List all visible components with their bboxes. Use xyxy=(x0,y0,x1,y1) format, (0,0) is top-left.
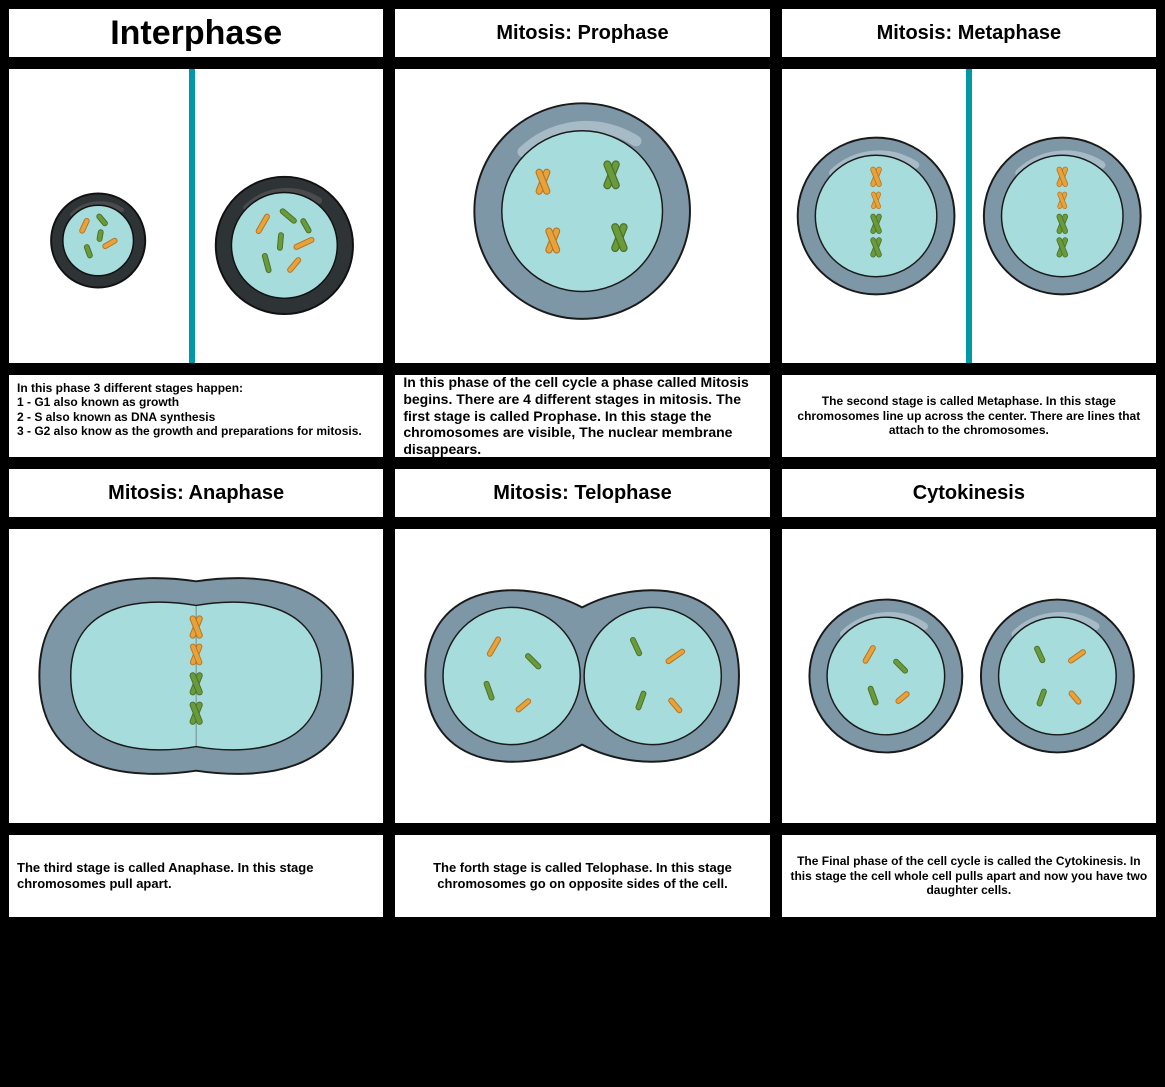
caption-line: In this phase 3 different stages happen: xyxy=(17,381,375,395)
panel-image xyxy=(392,526,772,826)
metaphase-diagram xyxy=(782,69,1156,363)
panel-caption: The second stage is called Metaphase. In… xyxy=(779,372,1159,460)
caption-line: The forth stage is called Telophase. In … xyxy=(403,860,761,891)
cytokinesis-diagram xyxy=(782,529,1156,823)
telophase-diagram xyxy=(395,529,769,823)
panel-title: Mitosis: Telophase xyxy=(392,466,772,520)
panel-title: Mitosis: Metaphase xyxy=(779,6,1159,60)
panel-image xyxy=(779,66,1159,366)
caption-line: 1 - G1 also known as growth xyxy=(17,395,375,409)
panel-prophase: Mitosis: Prophase In this phase of the c… xyxy=(392,6,772,460)
panel-metaphase: Mitosis: Metaphase The second stage is c… xyxy=(779,6,1159,460)
panel-image xyxy=(392,66,772,366)
caption-line: The second stage is called Metaphase. In… xyxy=(790,394,1148,437)
panel-caption: In this phase 3 different stages happen:… xyxy=(6,372,386,460)
panel-telophase: Mitosis: Telophase The forth stage is ca… xyxy=(392,466,772,920)
caption-line: The Final phase of the cell cycle is cal… xyxy=(790,854,1148,897)
storyboard-grid: Interphase In this phase 3 different sta… xyxy=(0,0,1165,926)
panel-cytokinesis: Cytokinesis The Final phase of the cell … xyxy=(779,466,1159,920)
prophase-diagram xyxy=(395,69,769,363)
interphase-diagram xyxy=(9,69,383,363)
panel-caption: The third stage is called Anaphase. In t… xyxy=(6,832,386,920)
caption-line: 3 - G2 also know as the growth and prepa… xyxy=(17,424,375,438)
panel-caption: The forth stage is called Telophase. In … xyxy=(392,832,772,920)
panel-caption: In this phase of the cell cycle a phase … xyxy=(392,372,772,460)
panel-title: Cytokinesis xyxy=(779,466,1159,520)
panel-title: Interphase xyxy=(6,6,386,60)
caption-line: 2 - S also known as DNA synthesis xyxy=(17,410,375,424)
panel-title: Mitosis: Prophase xyxy=(392,6,772,60)
panel-interphase: Interphase In this phase 3 different sta… xyxy=(6,6,386,460)
caption-line: The third stage is called Anaphase. In t… xyxy=(17,860,375,891)
panel-anaphase: Mitosis: Anaphase The third stage is cal… xyxy=(6,466,386,920)
panel-title: Mitosis: Anaphase xyxy=(6,466,386,520)
panel-image xyxy=(6,526,386,826)
panel-image xyxy=(779,526,1159,826)
panel-caption: The Final phase of the cell cycle is cal… xyxy=(779,832,1159,920)
panel-image xyxy=(6,66,386,366)
anaphase-diagram xyxy=(9,529,383,823)
caption-line: In this phase of the cell cycle a phase … xyxy=(403,374,761,458)
